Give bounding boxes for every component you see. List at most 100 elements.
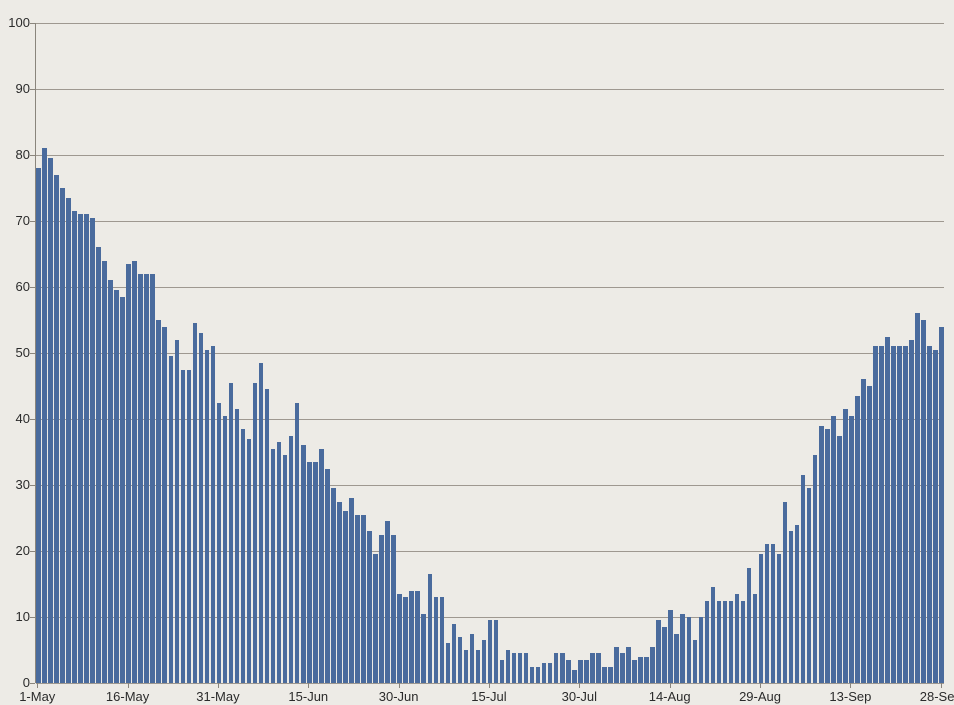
bar-22-Jul [529,666,535,683]
x-tick-label-30-Jul: 30-Jul [561,689,598,704]
y-tick-label-40: 40 [15,411,30,426]
bar-4-Aug [608,666,613,683]
bar-10-Jul [457,636,463,683]
bar-9-Jul [451,623,457,683]
gridline-y-100 [36,22,944,24]
bar-16-Aug [680,613,685,683]
bar-17-Jul [499,659,505,683]
x-tick-label-1-May: 1-May [19,689,56,704]
bar-17-Sep [873,346,878,683]
x-tick-label-13-Sep: 13-Sep [829,689,872,704]
gridline-y-80 [36,154,944,156]
bar-2-Aug [596,653,601,683]
bar-28-Jul [566,659,571,683]
bar-18-Aug [692,640,698,683]
x-axis-tick [37,683,39,688]
bar-24-Jun [361,514,366,683]
bar-27-Sep [933,349,938,683]
bar-22-Aug [716,600,722,683]
bar-18-May [138,273,143,683]
x-tick-label-14-Aug: 14-Aug [648,689,691,704]
x-tick-label-28-Sep: 28-Sep [919,689,954,704]
bar-6-Aug [620,653,625,683]
bar-25-Jul [547,663,553,683]
bar-12-May [102,260,107,683]
bar-15-Jul [487,620,493,683]
bar-15-Jun [307,461,312,683]
x-axis-tick [850,683,852,688]
y-axis-tick [30,352,35,354]
bar-29-Jul [572,669,577,683]
bar-26-Sep [927,346,932,683]
bar-6-Sep [806,488,812,683]
bar-25-Jun [367,531,372,683]
bar-21-Aug [710,587,716,683]
bar-16-May [126,263,131,683]
bar-1-Aug [590,653,595,683]
bar-14-Aug [668,610,673,683]
bar-4-Jun [240,428,246,683]
bar-3-Jul [415,590,420,683]
bar-27-Jul [560,653,565,683]
y-tick-label-10: 10 [15,609,30,624]
x-tick-label-16-May: 16-May [105,689,150,704]
bar-26-Jul [553,653,559,683]
bar-16-Jun [313,461,318,683]
bar-9-Aug [638,656,643,683]
bar-9-Jun [270,448,276,683]
x-axis-tick [940,683,942,688]
bar-27-Jun [379,534,384,683]
y-axis-tick [30,154,35,156]
bar-29-Jun [391,534,396,683]
bar-26-Jun [373,554,378,683]
bar-2-Jun [228,382,234,683]
y-tick-label-0: 0 [22,675,30,690]
bar-6-Jun [252,382,258,683]
bar-1-May [36,168,41,683]
bar-11-Jun [282,455,288,683]
x-tick-label-30-Jun: 30-Jun [378,689,419,704]
bar-20-May [150,273,155,683]
y-axis-tick [30,550,35,552]
y-axis-tick [30,22,35,24]
y-tick-label-90: 90 [15,81,30,96]
bar-9-May [84,214,89,683]
bar-25-Aug [734,593,740,683]
bar-25-May [180,369,186,683]
bar-2-Sep [782,501,788,683]
bar-15-Sep [861,379,866,683]
bar-28-May [198,333,204,683]
bar-14-May [114,290,119,683]
bar-4-May [54,174,59,683]
bar-30-Jun [397,593,402,683]
bar-27-May [192,323,198,683]
bar-31-Jul [584,659,589,683]
bar-20-Aug [704,600,710,683]
bar-3-May [48,158,53,683]
bar-13-Jul [475,650,481,683]
x-tick-label-29-Aug: 29-Aug [739,689,781,704]
bar-23-Jun [355,514,360,683]
bar-15-May [120,296,125,683]
bar-21-Sep [897,346,902,683]
gridline-y-60 [36,286,944,288]
bar-28-Jun [385,521,390,683]
bar-5-Jul [427,574,432,683]
bar-28-Aug [752,593,758,683]
bar-22-Jun [349,498,354,683]
x-tick-label-15-Jul: 15-Jul [471,689,507,704]
bar-14-Jun [301,445,306,683]
y-axis-tick [30,484,35,486]
bar-7-May [72,211,77,683]
bar-7-Sep [812,455,818,683]
bar-22-Sep [903,346,908,683]
bar-12-Jul [469,633,475,683]
gridline-y-70 [36,220,944,222]
bar-3-Jun [234,409,240,683]
bar-8-Aug [632,659,637,683]
x-axis-tick [760,683,762,688]
bar-13-Aug [662,626,667,683]
y-tick-label-30: 30 [15,477,30,492]
bar-20-Jun [337,501,342,683]
bar-19-Sep [885,336,890,683]
